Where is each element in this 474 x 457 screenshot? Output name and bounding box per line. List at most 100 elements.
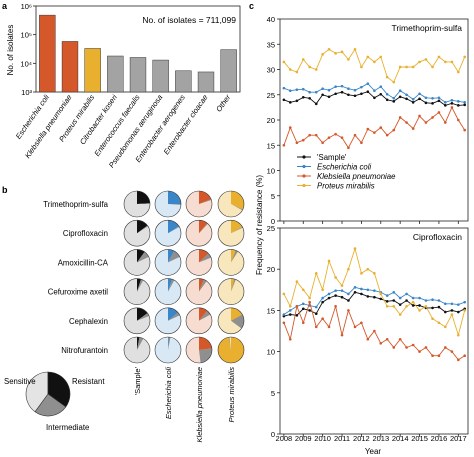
pie-slice-resistant [168, 307, 179, 321]
series-point [295, 304, 299, 308]
series-point [295, 99, 299, 103]
pie-row-label: Ciprofloxacin [63, 229, 108, 238]
series-point [424, 58, 428, 61]
series-point [457, 100, 460, 103]
pie-slice-resistant [199, 220, 208, 234]
line-ytick-label: 15 [267, 141, 275, 150]
pie-slice-resistant [137, 220, 148, 234]
series-point [463, 103, 467, 107]
series-point [431, 116, 434, 119]
series-point [457, 333, 460, 337]
legend-label: 'Sample' [317, 153, 347, 162]
legend-slice-intermediate [34, 393, 67, 417]
series-point [282, 143, 286, 147]
series-point [295, 70, 299, 74]
bar-ylabel: No. of isolates [6, 25, 15, 76]
pie-row-label: Cefuroxime axetil [48, 288, 108, 297]
series-point [457, 118, 460, 122]
line-xtick-label: 2008 [276, 434, 293, 443]
legend-label-resistant: Resistant [72, 377, 105, 386]
series-point [366, 267, 370, 271]
pie-slice-intermediate [228, 337, 231, 350]
series-point [373, 289, 376, 292]
series-point [411, 127, 415, 130]
series-point [288, 68, 292, 71]
series-point [295, 88, 299, 91]
series-point [398, 337, 402, 341]
series-point [295, 280, 299, 283]
series-point [282, 98, 286, 102]
pie-column-label: Escherichia coli [164, 367, 173, 419]
series-point [347, 267, 350, 271]
pie-slice-resistant [168, 337, 169, 350]
series-point [282, 86, 286, 90]
series-point [288, 89, 292, 93]
series-point [392, 100, 396, 103]
panel-label-c: c [249, 1, 254, 11]
series-point [340, 84, 344, 88]
series-point [360, 272, 363, 275]
bar-ytick-label: 10⁶ [21, 2, 32, 11]
pie-row-label: Nitrofurantoin [61, 346, 108, 355]
pie-outline [123, 219, 151, 247]
series-point [288, 337, 292, 341]
bar-ytick-label: 10⁵ [21, 31, 32, 40]
pie-column-label: Proteus mirabilis [227, 367, 236, 423]
series-point [366, 288, 370, 292]
series-point [301, 321, 305, 325]
series-line [283, 48, 466, 83]
series-point [366, 90, 370, 94]
series-point [301, 302, 305, 306]
series-point [444, 302, 447, 306]
line-plot-frame [279, 18, 469, 222]
bar [107, 55, 124, 93]
series-point [334, 85, 337, 88]
series-point [379, 55, 383, 59]
bar [129, 57, 147, 93]
series-point [411, 343, 415, 347]
series-point [392, 80, 396, 84]
line-ytick-label: 0 [271, 217, 275, 226]
series-line [283, 291, 465, 317]
pie-outline [154, 219, 182, 247]
pie-row-label: Amoxicillin-CA [58, 258, 109, 267]
series-point [398, 65, 402, 69]
series-point [301, 288, 305, 292]
pie-slice-intermediate [231, 250, 238, 263]
series-point [347, 58, 350, 61]
line-plot-frame [279, 227, 469, 435]
line-xtick-label: 2010 [314, 434, 331, 443]
series-point [334, 132, 337, 136]
series-point [385, 294, 389, 297]
pie-slice-intermediate [231, 204, 243, 211]
pie-outline [217, 336, 245, 364]
series-point [347, 87, 350, 90]
series-point [301, 138, 305, 142]
series-point [347, 146, 350, 150]
pie-slice-intermediate [199, 223, 208, 234]
series-point [444, 60, 447, 64]
series-point [379, 342, 383, 345]
pie-outline [185, 307, 213, 335]
series-point [405, 97, 408, 101]
legend-slice-sensitive [25, 371, 49, 413]
series-point [288, 313, 292, 316]
panel-a-bar-chart: No. of isolates = 711,099 No. of isolate… [6, 2, 241, 170]
series-point [353, 325, 357, 329]
pie-column-label: Klebsiella pneumoniae [195, 367, 204, 442]
series-point [321, 53, 324, 56]
series-point [437, 99, 441, 103]
pie-slice-resistant [137, 191, 150, 204]
panel-label-b: b [2, 185, 8, 195]
series-point [450, 106, 454, 109]
pie-slice-intermediate [199, 253, 212, 263]
series-point [347, 93, 350, 97]
pie-slice-resistant [168, 249, 175, 263]
series-point [282, 321, 286, 325]
legend-marker [302, 155, 306, 159]
series-point [418, 92, 421, 96]
legend-label: Proteus mirabilis [317, 182, 375, 191]
series-point [373, 89, 376, 93]
legend-marker [302, 174, 306, 178]
pie-slice-intermediate [168, 279, 175, 292]
